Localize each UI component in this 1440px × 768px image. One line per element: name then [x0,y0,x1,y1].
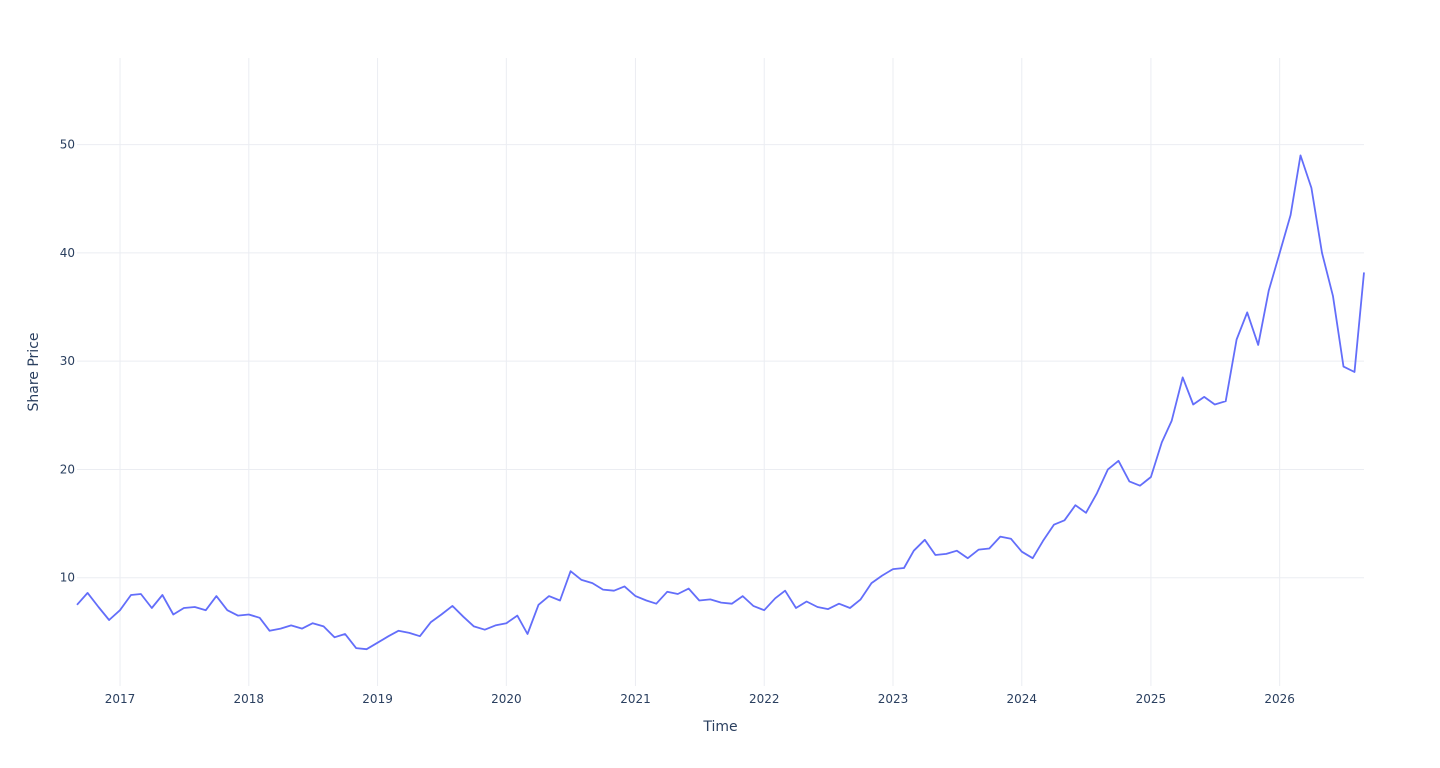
tick-labels: 2017 2018 2019 2020 2021 2022 2023 2024 2025 2026… [60,138,1295,706]
x-tick-label: 2021 [620,692,651,706]
x-tick-label: 2026 [1264,692,1295,706]
y-tick-label: 30 [60,354,75,368]
y-tick-label: 20 [60,462,75,476]
x-tick-label: 2022 [749,692,780,706]
series-layer [76,154,1365,651]
y-tick-label: 50 [60,138,75,152]
x-tick-label: 2017 [105,692,136,706]
share-price-line [76,154,1365,651]
x-tick-label: 2023 [878,692,909,706]
x-tick-label: 2024 [1007,692,1038,706]
y-axis-title: Share Price [26,332,42,411]
x-tick-label: 2020 [491,692,522,706]
x-tick-label: 2018 [234,692,265,706]
gridlines [77,58,1364,686]
x-axis-title: Time [702,719,737,735]
y-tick-label: 40 [60,246,75,260]
x-tick-label: 2019 [362,692,393,706]
y-tick-label: 10 [60,571,75,585]
x-tick-label: 2025 [1136,692,1167,706]
